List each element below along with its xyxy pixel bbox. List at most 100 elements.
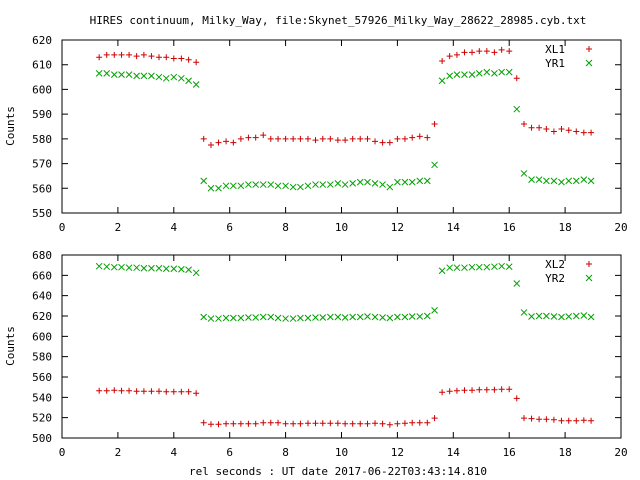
x-tick-label: 16 xyxy=(503,446,516,459)
legend-label: YR2 xyxy=(545,272,565,285)
data-point xyxy=(200,313,208,321)
data-point xyxy=(513,395,520,402)
data-point xyxy=(550,416,557,423)
x-tick-label: 10 xyxy=(335,446,348,459)
data-point xyxy=(424,419,431,426)
data-point xyxy=(155,388,162,395)
data-point xyxy=(580,129,587,136)
data-point xyxy=(95,70,103,77)
data-point xyxy=(267,419,274,426)
data-point xyxy=(550,177,558,185)
data-point xyxy=(423,177,431,185)
data-point xyxy=(386,183,394,191)
x-tick-label: 10 xyxy=(335,221,348,234)
data-point xyxy=(230,420,237,427)
y-tick-label: 520 xyxy=(32,412,52,425)
top-panel: 0 2 4 6 8 10 12 14 16 18 20 550 560 570 580 590 600 610 62… xyxy=(4,34,628,234)
data-point xyxy=(349,313,357,321)
data-point xyxy=(110,263,118,271)
data-point xyxy=(483,68,491,76)
data-point xyxy=(439,58,446,65)
data-point xyxy=(558,417,565,424)
data-point xyxy=(521,415,528,422)
data-point xyxy=(446,72,454,80)
data-point xyxy=(237,182,245,190)
data-point xyxy=(446,264,454,272)
data-point xyxy=(431,307,438,314)
data-point xyxy=(103,51,110,58)
data-point xyxy=(245,314,252,321)
data-point xyxy=(312,420,319,427)
data-point xyxy=(461,49,468,56)
data-point xyxy=(140,388,147,395)
data-point xyxy=(379,314,386,321)
y-axis-label: Counts xyxy=(4,326,17,366)
data-point xyxy=(319,135,326,142)
y-tick-label: 570 xyxy=(32,158,52,171)
data-point xyxy=(326,313,334,321)
x-tick-label: 18 xyxy=(558,446,571,459)
data-point xyxy=(170,388,177,395)
data-point xyxy=(461,71,468,78)
legend-marker xyxy=(586,46,592,52)
data-point xyxy=(565,313,573,320)
x-tick-label: 2 xyxy=(115,221,122,234)
y-tick-label: 540 xyxy=(32,391,52,404)
data-point xyxy=(416,133,423,140)
data-point xyxy=(260,419,267,426)
data-point xyxy=(394,135,401,142)
data-point xyxy=(409,419,416,426)
data-point xyxy=(453,387,460,394)
data-point xyxy=(498,386,505,393)
y-tick-label: 500 xyxy=(32,432,52,445)
data-point xyxy=(461,387,468,394)
data-point xyxy=(96,387,103,394)
data-point xyxy=(111,387,118,394)
data-point xyxy=(416,313,424,320)
data-point xyxy=(580,312,588,319)
data-point xyxy=(267,313,275,321)
data-point xyxy=(133,53,140,60)
x-tick-label: 8 xyxy=(282,221,289,234)
data-point xyxy=(588,417,595,424)
data-point xyxy=(229,182,237,190)
data-point xyxy=(223,138,230,145)
data-point xyxy=(163,388,170,395)
data-point xyxy=(453,71,461,78)
y-tick-label: 620 xyxy=(32,34,52,47)
data-point xyxy=(342,137,349,144)
data-point xyxy=(148,388,155,395)
data-point xyxy=(520,309,528,316)
data-point xyxy=(580,417,587,424)
data-point xyxy=(423,312,431,320)
data-point xyxy=(558,313,565,321)
legend-marker xyxy=(586,261,592,267)
x-tick-label: 0 xyxy=(59,446,66,459)
data-point xyxy=(513,75,520,82)
data-point xyxy=(528,313,535,320)
y-tick-label: 660 xyxy=(32,269,52,282)
data-point xyxy=(319,181,327,188)
data-point xyxy=(267,135,274,142)
data-point xyxy=(565,417,572,424)
data-point xyxy=(125,264,133,272)
data-point xyxy=(252,134,259,141)
y-tick-label: 680 xyxy=(32,249,52,262)
data-point xyxy=(110,71,118,78)
data-point xyxy=(431,121,438,128)
data-point xyxy=(334,313,342,321)
data-point xyxy=(155,264,163,272)
data-point xyxy=(438,77,446,85)
data-point xyxy=(304,314,312,322)
data-point xyxy=(148,72,155,80)
data-point xyxy=(327,135,334,142)
data-point xyxy=(200,135,207,142)
data-point xyxy=(111,51,118,58)
data-point xyxy=(394,178,401,186)
data-point xyxy=(357,135,364,142)
data-point xyxy=(424,134,431,141)
data-point xyxy=(319,420,326,427)
data-point xyxy=(118,51,125,58)
data-point xyxy=(327,420,334,427)
